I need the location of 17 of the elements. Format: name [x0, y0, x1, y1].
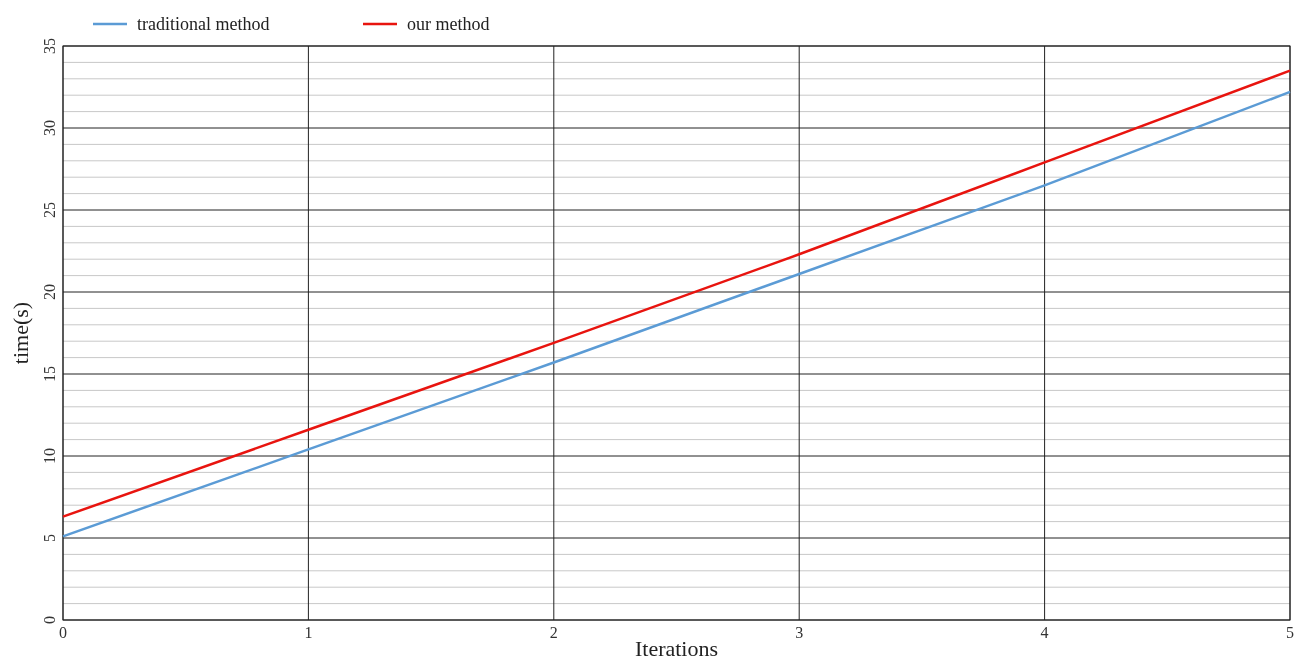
- y-tick-label: 15: [41, 366, 58, 382]
- legend-label: traditional method: [137, 14, 270, 34]
- legend-label: our method: [407, 14, 490, 34]
- y-tick-label: 20: [41, 284, 58, 300]
- x-tick-label: 2: [549, 624, 558, 641]
- x-axis-title: Iterations: [634, 636, 719, 661]
- x-tick-label: 1: [304, 624, 313, 641]
- y-axis-title: time(s): [8, 301, 33, 365]
- y-tick-label: 5: [41, 534, 58, 542]
- x-tick-label: 4: [1040, 624, 1049, 641]
- x-tick-label: 3: [795, 624, 804, 641]
- y-tick-label: 35: [41, 38, 58, 54]
- y-tick-label: 0: [41, 616, 58, 624]
- y-tick-label: 10: [41, 448, 58, 464]
- y-tick-label: 25: [41, 202, 58, 218]
- y-tick-label: 30: [41, 120, 58, 136]
- x-tick-label: 5: [1286, 624, 1294, 641]
